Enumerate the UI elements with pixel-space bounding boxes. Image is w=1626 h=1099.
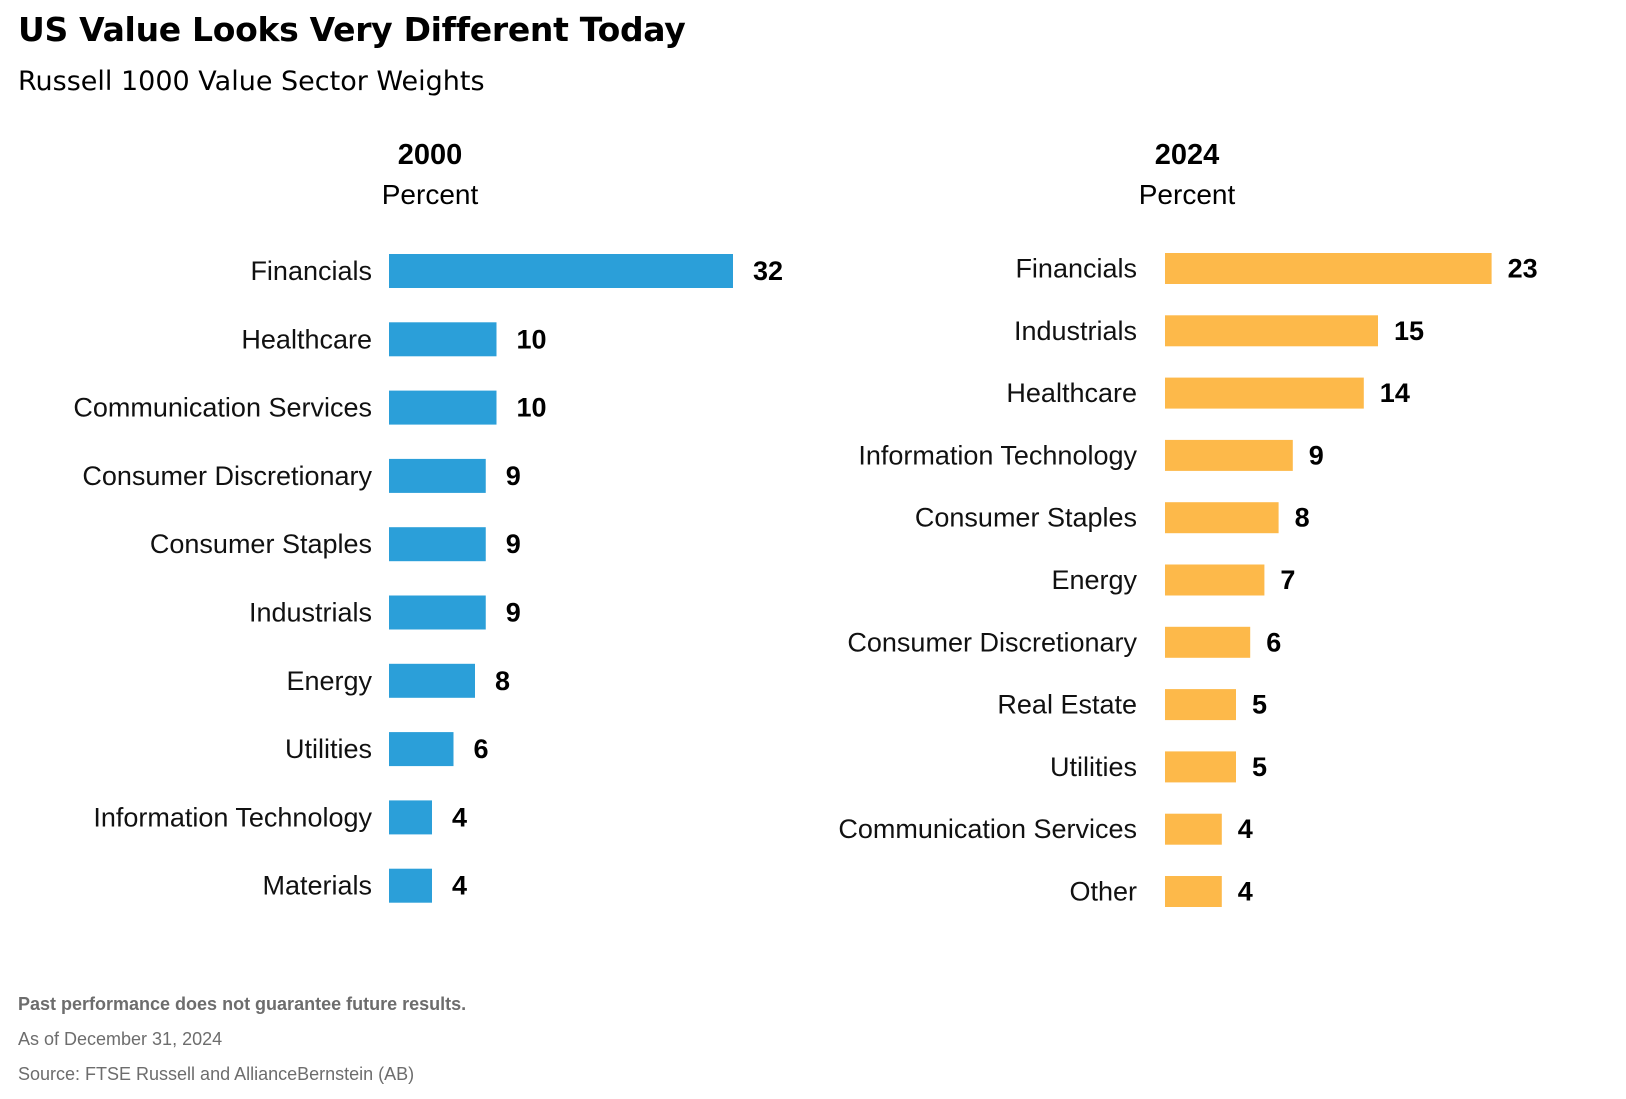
- value-label-2024-other: 4: [1238, 877, 1253, 907]
- bar-2024-consumer-staples: [1165, 502, 1279, 534]
- bar-2000-utilities: [389, 732, 454, 767]
- value-label-2000-energy: 8: [495, 666, 510, 696]
- bar-2000-industrials: [389, 595, 486, 630]
- bar-2000-consumer-staples: [389, 527, 486, 562]
- panel-2024-unit: Percent: [1138, 179, 1236, 210]
- value-label-2000-information-technology: 4: [452, 802, 467, 832]
- category-label-2024-healthcare: Healthcare: [1006, 378, 1137, 408]
- bar-2000-information-technology: [389, 800, 432, 835]
- chart-subtitle: Russell 1000 Value Sector Weights: [18, 66, 485, 97]
- value-label-2024-information-technology: 9: [1309, 440, 1324, 470]
- value-label-2024-industrials: 15: [1394, 316, 1424, 346]
- panel-2024-title: 2024: [1154, 139, 1220, 171]
- category-label-2024-communication-services: Communication Services: [838, 814, 1137, 844]
- value-label-2024-healthcare: 14: [1380, 378, 1410, 408]
- value-label-2024-energy: 7: [1280, 565, 1295, 595]
- bar-2024-other: [1165, 876, 1222, 907]
- category-label-2000-utilities: Utilities: [285, 734, 372, 764]
- footnotes: Past performance does not guarantee futu…: [18, 994, 466, 1099]
- category-label-2000-energy: Energy: [286, 666, 372, 696]
- panel-2000-title: 2000: [397, 139, 463, 171]
- category-label-2024-consumer-staples: Consumer Staples: [915, 503, 1137, 533]
- bar-2024-utilities: [1165, 751, 1236, 783]
- as-of-note: As of December 31, 2024: [18, 1029, 223, 1049]
- value-label-2000-healthcare: 10: [517, 324, 547, 354]
- category-label-2024-financials: Financials: [1015, 254, 1137, 284]
- value-label-2024-communication-services: 4: [1238, 814, 1253, 844]
- bar-2024-consumer-discretionary: [1165, 626, 1251, 658]
- bar-2024-real-estate: [1165, 689, 1236, 721]
- value-label-2000-consumer-staples: 9: [506, 529, 521, 559]
- value-label-2024-utilities: 5: [1252, 752, 1267, 782]
- bar-2000-communication-services: [389, 390, 497, 425]
- bar-2024-communication-services: [1165, 813, 1222, 845]
- bar-2000-materials: [389, 868, 432, 903]
- value-label-2000-communication-services: 10: [517, 393, 547, 423]
- category-label-2024-energy: Energy: [1051, 565, 1137, 595]
- value-label-2000-financials: 32: [753, 256, 783, 286]
- bar-2024-healthcare: [1165, 377, 1364, 409]
- category-label-2000-communication-services: Communication Services: [73, 393, 372, 423]
- category-label-2024-industrials: Industrials: [1014, 316, 1137, 346]
- category-label-2000-industrials: Industrials: [249, 598, 372, 628]
- panel-2000-unit: Percent: [381, 179, 479, 210]
- panel-2000-header: 2000 Percent: [280, 135, 580, 215]
- category-label-2000-information-technology: Information Technology: [93, 802, 372, 832]
- chart-title: US Value Looks Very Different Today: [18, 10, 686, 49]
- category-label-2000-consumer-staples: Consumer Staples: [150, 529, 372, 559]
- value-label-2024-financials: 23: [1508, 254, 1538, 284]
- bar-2000-healthcare: [389, 322, 497, 357]
- bar-2024-industrials: [1165, 315, 1378, 347]
- category-label-2000-financials: Financials: [250, 256, 372, 286]
- category-label-2024-consumer-discretionary: Consumer Discretionary: [847, 627, 1137, 657]
- bar-2000-energy: [389, 663, 475, 698]
- bar-2024-energy: [1165, 564, 1265, 596]
- category-label-2000-consumer-discretionary: Consumer Discretionary: [82, 461, 372, 491]
- source-note: Source: FTSE Russell and AllianceBernste…: [18, 1064, 415, 1084]
- value-label-2000-industrials: 9: [506, 598, 521, 628]
- bar-2000-consumer-discretionary: [389, 458, 486, 493]
- value-label-2000-materials: 4: [452, 871, 467, 901]
- panel-2024-header: 2024 Percent: [1037, 135, 1337, 215]
- value-label-2024-consumer-staples: 8: [1295, 503, 1310, 533]
- value-label-2024-consumer-discretionary: 6: [1266, 627, 1281, 657]
- category-label-2024-other: Other: [1069, 877, 1137, 907]
- category-label-2024-utilities: Utilities: [1050, 752, 1137, 782]
- category-label-2024-information-technology: Information Technology: [858, 440, 1137, 470]
- category-label-2000-healthcare: Healthcare: [241, 324, 372, 354]
- value-label-2024-real-estate: 5: [1252, 690, 1267, 720]
- category-label-2024-real-estate: Real Estate: [997, 690, 1137, 720]
- bar-2024-information-technology: [1165, 439, 1293, 471]
- value-label-2000-utilities: 6: [474, 734, 489, 764]
- bar-2000-financials: [389, 254, 733, 288]
- value-label-2000-consumer-discretionary: 9: [506, 461, 521, 491]
- category-label-2000-materials: Materials: [262, 871, 372, 901]
- disclaimer-note: Past performance does not guarantee futu…: [18, 994, 467, 1014]
- bar-2024-financials: [1165, 253, 1492, 284]
